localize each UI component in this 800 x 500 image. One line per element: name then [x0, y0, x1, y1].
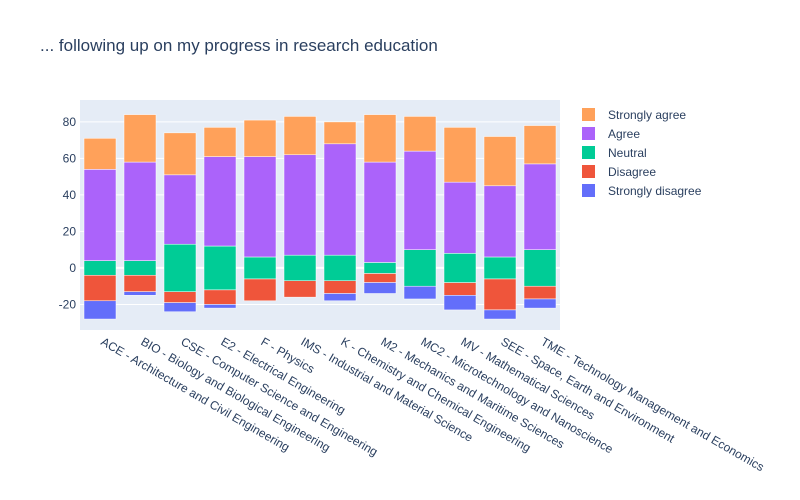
y-tick-label: 60 — [63, 151, 77, 165]
bar-disagree — [363, 273, 397, 283]
bar-neutral — [243, 256, 277, 280]
legend-swatch — [582, 108, 595, 121]
bar-disagree — [203, 289, 237, 305]
bar-disagree — [83, 274, 117, 302]
bar-disagree — [443, 282, 477, 296]
bar-disagree — [323, 280, 357, 294]
plot-area — [80, 100, 560, 330]
bar-strongly-agree — [283, 116, 317, 156]
legend-label: Agree — [608, 127, 640, 141]
bar-agree — [403, 150, 437, 250]
bar-strongly-disagree — [83, 300, 117, 320]
bar-agree — [83, 169, 117, 261]
legend-label: Strongly disagree — [608, 184, 702, 198]
y-tick-label: 20 — [63, 224, 77, 238]
y-tick-label: 40 — [63, 188, 77, 202]
bar-strongly-disagree — [203, 304, 237, 309]
bar-neutral — [443, 253, 477, 283]
bar-strongly-disagree — [483, 309, 517, 320]
bar-agree — [483, 185, 517, 258]
bar-agree — [443, 181, 477, 254]
bar-agree — [203, 156, 237, 247]
bar-strongly-disagree — [323, 293, 357, 302]
chart-title: ... following up on my progress in resea… — [40, 36, 438, 55]
bar-strongly-agree — [163, 132, 197, 176]
bar-neutral — [403, 249, 437, 287]
legend-swatch — [582, 146, 595, 159]
gridlines — [80, 121, 560, 305]
bar-strongly-disagree — [443, 295, 477, 311]
bar-strongly-disagree — [163, 302, 197, 312]
legend-swatch — [582, 165, 595, 178]
legend: Strongly agree Agree Neutral Disagree Strong… — [582, 108, 702, 198]
bar-strongly-disagree — [123, 291, 157, 296]
legend-label: Strongly agree — [608, 108, 686, 122]
bar-agree — [323, 143, 357, 256]
bar-strongly-disagree — [403, 285, 437, 300]
bar-neutral — [523, 249, 557, 287]
y-tick-label: 80 — [63, 115, 77, 129]
bar-strongly-agree — [323, 121, 357, 145]
legend-swatch — [582, 127, 595, 140]
bar-neutral — [483, 256, 517, 280]
bars — [83, 114, 557, 320]
bar-strongly-agree — [523, 125, 557, 165]
bar-agree — [523, 163, 557, 250]
bar-strongly-agree — [403, 116, 437, 152]
bar-strongly-disagree — [363, 282, 397, 294]
y-tick-label: 0 — [69, 261, 76, 275]
y-axis: -20 0 20 40 60 80 — [59, 115, 77, 312]
legend-label: Neutral — [608, 146, 647, 160]
bar-agree — [283, 154, 317, 256]
bar-strongly-agree — [363, 114, 397, 163]
x-axis: ACE - Architecture and Civil Engineering… — [99, 334, 767, 474]
bar-disagree — [523, 285, 557, 300]
bar-strongly-agree — [243, 119, 277, 157]
legend-swatch — [582, 184, 595, 197]
bar-neutral — [363, 262, 397, 274]
bar-strongly-agree — [483, 136, 517, 187]
bar-agree — [163, 174, 197, 245]
bar-disagree — [123, 274, 157, 292]
bar-agree — [363, 161, 397, 263]
bar-strongly-disagree — [523, 298, 557, 309]
y-tick-label: -20 — [59, 297, 77, 311]
bar-neutral — [123, 260, 157, 276]
bar-strongly-agree — [203, 127, 237, 157]
bar-disagree — [243, 278, 277, 302]
bar-neutral — [323, 254, 357, 281]
bar-neutral — [283, 254, 317, 281]
bar-strongly-agree — [123, 114, 157, 163]
bar-agree — [243, 156, 277, 258]
bar-strongly-agree — [443, 127, 477, 183]
bar-neutral — [83, 260, 117, 276]
bar-disagree — [483, 278, 517, 311]
bar-disagree — [163, 291, 197, 303]
bar-strongly-agree — [83, 138, 117, 170]
bar-neutral — [203, 245, 237, 291]
bar-disagree — [283, 280, 317, 298]
bar-neutral — [163, 243, 197, 292]
bar-agree — [123, 161, 157, 261]
legend-label: Disagree — [608, 165, 656, 179]
